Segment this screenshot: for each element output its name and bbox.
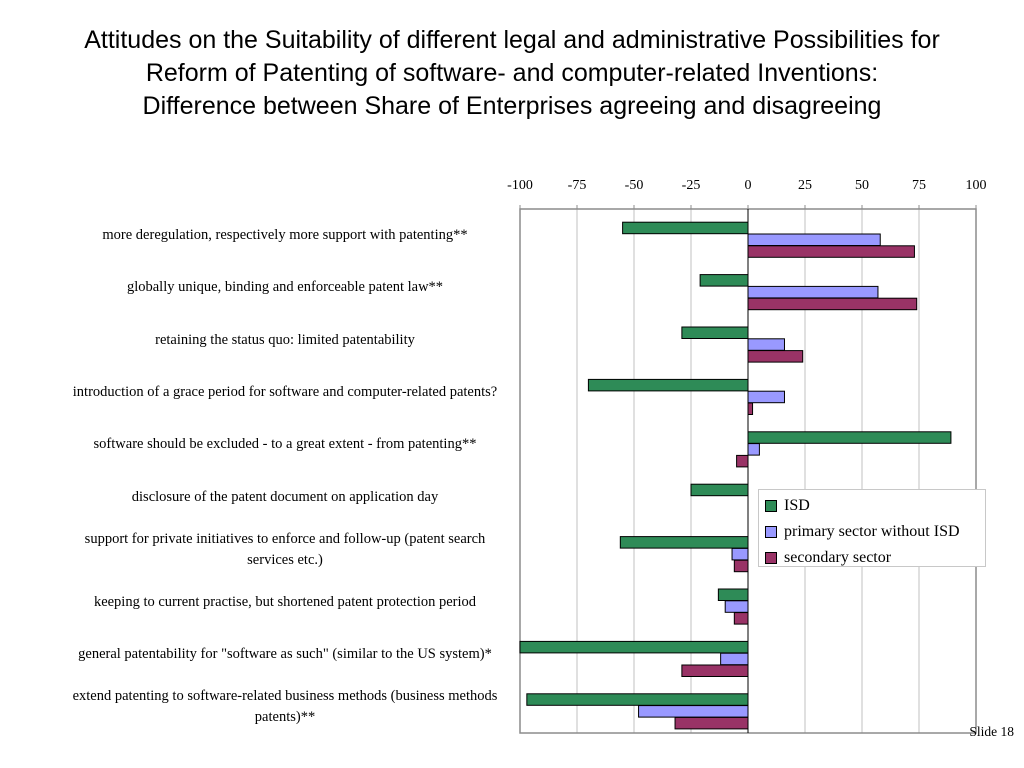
category-label-8: general patentability for "software as s… bbox=[78, 645, 492, 662]
bar-s0-c6 bbox=[619, 536, 749, 549]
category-label-5: disclosure of the patent document on app… bbox=[131, 488, 439, 505]
bar-s0-c2 bbox=[681, 326, 749, 339]
bar-s1-c8 bbox=[720, 652, 749, 666]
category-label-2: retaining the status quo: limited patent… bbox=[155, 331, 415, 348]
bar-s2-c6 bbox=[733, 559, 749, 573]
bar-s1-c1 bbox=[747, 285, 879, 299]
bar-s0-c8 bbox=[519, 640, 749, 654]
legend-label-secondary-sector: secondary sector bbox=[784, 549, 892, 566]
bar-s0-c7 bbox=[717, 588, 749, 601]
x-tick-label-6: 50 bbox=[855, 178, 869, 193]
bar-s2-c2 bbox=[747, 350, 804, 363]
category-label-6: support for private initiatives to enfor… bbox=[84, 530, 486, 568]
legend-label-primary-sector: primary sector without ISD bbox=[784, 523, 960, 540]
bar-s2-c3 bbox=[747, 402, 754, 415]
bar-s1-c9 bbox=[638, 705, 749, 718]
bar-s0-c1 bbox=[699, 274, 749, 287]
x-tick-label-2: -50 bbox=[625, 178, 644, 193]
x-tick-label-0: -100 bbox=[507, 178, 533, 193]
title-line-3: Difference between Share of Enterprises … bbox=[142, 92, 882, 120]
legend-swatch-secondary-sector bbox=[765, 552, 777, 564]
chart-title: Attitudes on the Suitability of differen… bbox=[0, 24, 1024, 123]
bar-s1-c6 bbox=[731, 547, 749, 561]
bar-s0-c4 bbox=[747, 431, 952, 444]
bar-s2-c9 bbox=[674, 716, 749, 730]
title-line-1: Attitudes on the Suitability of differen… bbox=[84, 26, 940, 54]
legend-swatch-primary-sector bbox=[765, 526, 777, 538]
bar-s2-c4 bbox=[736, 454, 749, 468]
bar-s0-c9 bbox=[526, 693, 749, 706]
bar-s1-c4 bbox=[747, 443, 760, 456]
title-line-2: Reform of Patenting of software- and com… bbox=[145, 59, 879, 87]
legend: ISD primary sector without ISD secondary… bbox=[758, 489, 986, 567]
bar-s2-c7 bbox=[733, 612, 749, 625]
x-tick-label-7: 75 bbox=[912, 178, 926, 193]
category-label-9: extend patenting to software-related bus… bbox=[72, 687, 498, 725]
category-label-3: introduction of a grace period for softw… bbox=[72, 383, 498, 400]
x-tick-label-1: -75 bbox=[568, 178, 587, 193]
bar-s0-c3 bbox=[587, 378, 749, 392]
legend-label-isd: ISD bbox=[784, 497, 810, 514]
bar-s2-c1 bbox=[747, 297, 918, 311]
x-tick-label-4: 0 bbox=[745, 178, 752, 193]
x-tick-label-3: -25 bbox=[682, 178, 701, 193]
category-label-1: globally unique, binding and enforceable… bbox=[126, 279, 444, 296]
legend-item-primary-sector: primary sector without ISD bbox=[765, 519, 985, 545]
bar-s1-c2 bbox=[747, 338, 785, 351]
category-label-4: software should be excluded - to a great… bbox=[93, 436, 477, 453]
bar-s2-c0 bbox=[747, 245, 915, 258]
bar-s0-c0 bbox=[622, 221, 749, 235]
bar-s1-c3 bbox=[747, 390, 785, 404]
legend-item-secondary-sector: secondary sector bbox=[765, 545, 985, 571]
x-tick-label-8: 100 bbox=[966, 178, 987, 193]
x-tick-label-5: 25 bbox=[798, 178, 812, 193]
bar-s1-c7 bbox=[724, 600, 749, 613]
bar-s2-c8 bbox=[681, 664, 749, 677]
bar-s1-c0 bbox=[747, 233, 881, 246]
category-label-7: keeping to current practise, but shorten… bbox=[93, 593, 477, 610]
slide-number: Slide 18 bbox=[969, 724, 1014, 739]
bar-s0-c5 bbox=[690, 483, 749, 497]
legend-item-isd: ISD bbox=[765, 493, 985, 519]
legend-swatch-isd bbox=[765, 500, 777, 512]
category-label-0: more deregulation, respectively more sup… bbox=[102, 226, 468, 243]
